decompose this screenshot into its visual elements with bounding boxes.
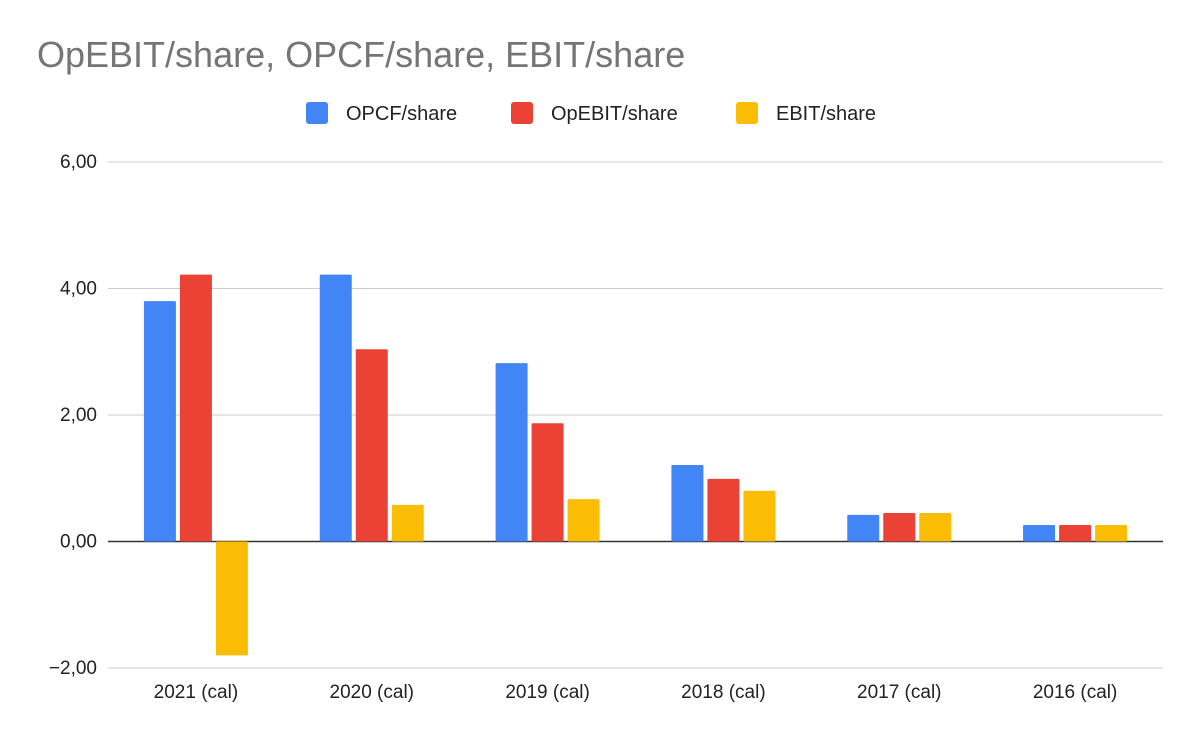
bar-opcf-share-3	[671, 464, 704, 542]
x-tick-label: 2016 (cal)	[1033, 682, 1118, 703]
y-tick-label: 0,00	[60, 532, 97, 553]
x-tick-label: 2019 (cal)	[505, 682, 590, 703]
bar-opebit-share-2	[531, 423, 564, 542]
x-tick-label: 2020 (cal)	[330, 682, 415, 703]
bar-opcf-share-2	[495, 363, 528, 542]
bar-opcf-share-1	[319, 274, 352, 542]
bar-opcf-share-0	[143, 301, 176, 542]
bar-ebit-share-3	[743, 490, 776, 542]
bar-opcf-share-4	[847, 514, 880, 542]
y-tick-label: −2,00	[49, 658, 97, 679]
y-tick-label: 2,00	[60, 405, 97, 426]
legend-swatch	[511, 102, 533, 124]
bar-ebit-share-1	[391, 504, 424, 542]
bar-opcf-share-5	[1023, 525, 1056, 542]
bar-opebit-share-4	[883, 513, 916, 542]
chart-title: OpEBIT/share, OPCF/share, EBIT/share	[37, 34, 686, 75]
bar-ebit-share-0	[215, 541, 248, 656]
bar-opebit-share-3	[707, 478, 740, 542]
legend-label: OpEBIT/share	[551, 103, 678, 125]
x-tick-label: 2017 (cal)	[857, 682, 942, 703]
legend-label: OPCF/share	[346, 103, 457, 125]
y-tick-label: 6,00	[60, 152, 97, 173]
legend-swatch	[736, 102, 758, 124]
bar-opebit-share-1	[355, 349, 388, 542]
x-tick-label: 2021 (cal)	[154, 682, 239, 703]
x-tick-label: 2018 (cal)	[681, 682, 766, 703]
bar-opebit-share-0	[179, 274, 212, 542]
y-tick-label: 4,00	[60, 279, 97, 300]
bar-ebit-share-2	[567, 499, 600, 542]
bar-ebit-share-5	[1095, 525, 1128, 542]
bar-opebit-share-5	[1059, 525, 1092, 542]
legend-label: EBIT/share	[776, 103, 876, 125]
bar-ebit-share-4	[919, 513, 952, 542]
legend-swatch	[306, 102, 328, 124]
